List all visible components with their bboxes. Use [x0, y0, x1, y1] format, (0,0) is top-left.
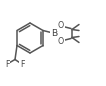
Text: F: F — [20, 60, 24, 69]
Text: O: O — [58, 21, 64, 30]
Text: F: F — [5, 60, 9, 69]
Text: O: O — [58, 37, 64, 46]
Text: B: B — [51, 29, 57, 38]
